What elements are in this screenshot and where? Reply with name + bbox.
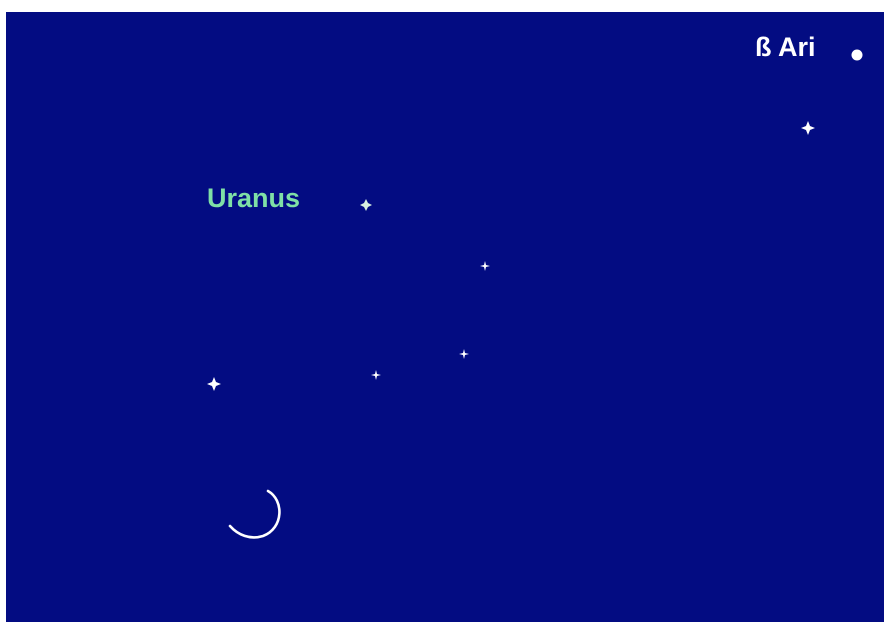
star-label: ß Ari — [755, 32, 816, 62]
sky — [6, 12, 884, 622]
sky-map: Uranus ß Ari — [0, 0, 890, 634]
planet-label: Uranus — [207, 183, 300, 213]
bright-star — [852, 50, 863, 61]
